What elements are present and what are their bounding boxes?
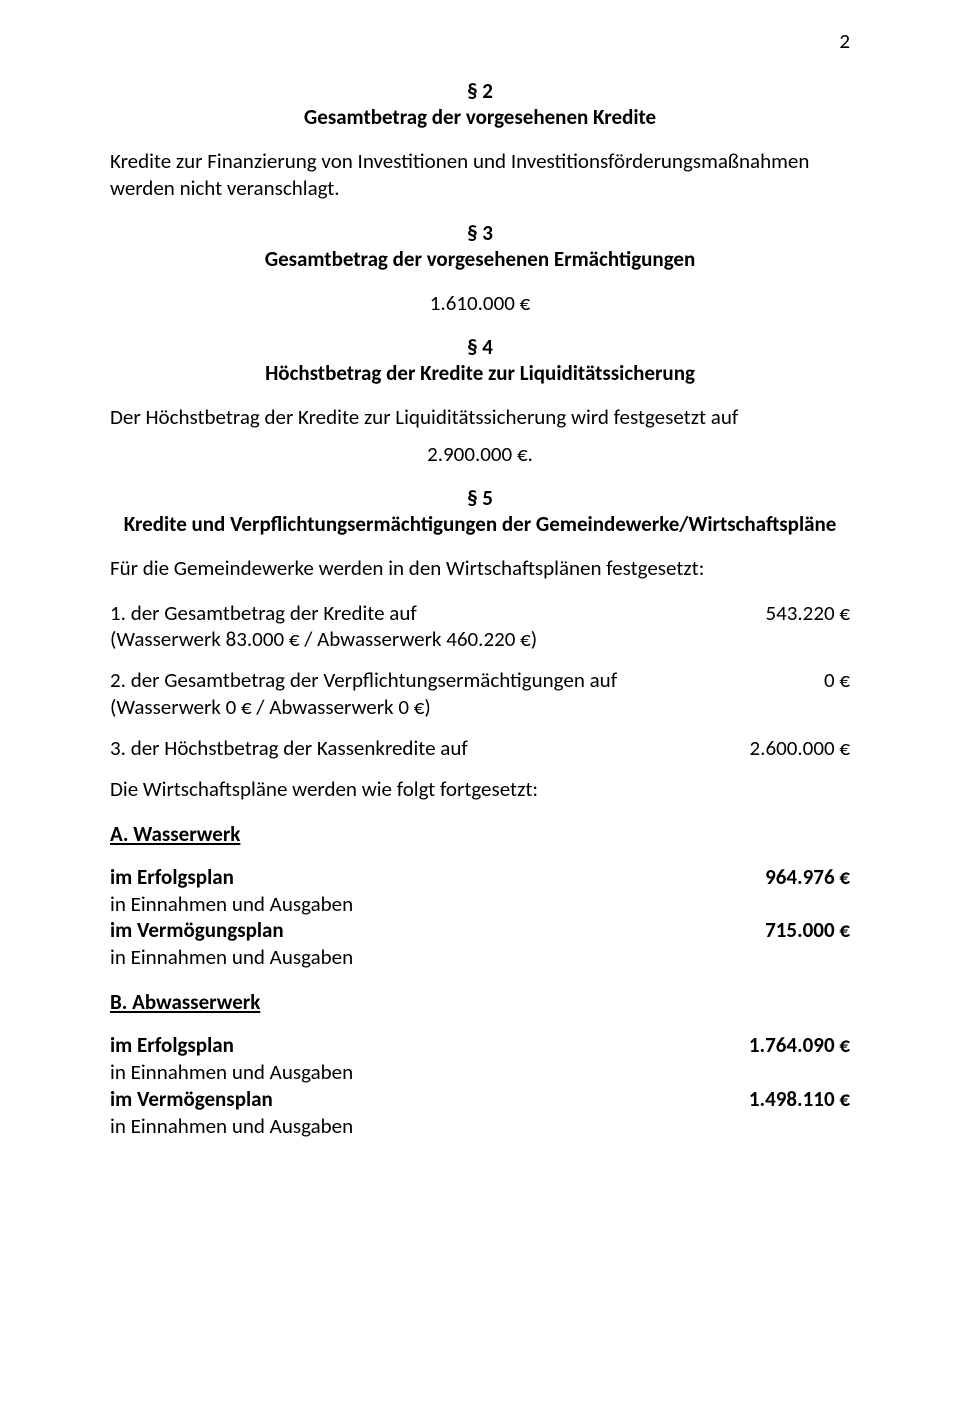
section-5-continuation: Die Wirtschaftspläne werden wie folgt fo…	[110, 776, 850, 803]
page: 2 § 2 Gesamtbetrag der vorgesehenen Kred…	[0, 0, 960, 1402]
row-value: 715.000 €	[765, 917, 850, 944]
section-5-intro: Für die Gemeindewerke werden in den Wirt…	[110, 555, 850, 582]
abwasserwerk-block: im Erfolgsplan 1.764.090 € in Einnahmen …	[110, 1032, 850, 1140]
section-4-number: § 4	[110, 334, 850, 360]
row-label: in Einnahmen und Ausgaben	[110, 1113, 850, 1140]
item-label: 3. der Höchstbetrag der Kassenkredite au…	[110, 735, 750, 762]
page-number: 2	[839, 28, 850, 54]
item-sub: (Wasserwerk 0 € / Abwasserwerk 0 €)	[110, 694, 850, 721]
section-3-value: 1.610.000 €	[110, 290, 850, 316]
abwasserwerk-heading: B. Abwasserwerk	[110, 989, 850, 1016]
row-label: im Erfolgsplan	[110, 1032, 749, 1059]
row-label: im Vermögensplan	[110, 1086, 749, 1113]
section-3-title: Gesamtbetrag der vorgesehenen Ermächtigu…	[110, 246, 850, 272]
item-value: 2.600.000 €	[750, 735, 851, 762]
section-5-item-3: 3. der Höchstbetrag der Kassenkredite au…	[110, 735, 850, 762]
row-value: 964.976 €	[765, 864, 850, 891]
section-2-title: Gesamtbetrag der vorgesehenen Kredite	[110, 104, 850, 130]
section-5-title: Kredite und Verpflichtungsermächtigungen…	[110, 511, 850, 537]
section-5-number: § 5	[110, 485, 850, 511]
item-value: 0 €	[824, 667, 850, 694]
section-3-number: § 3	[110, 220, 850, 246]
item-value: 543.220 €	[765, 600, 850, 627]
item-label: 1. der Gesamtbetrag der Kredite auf	[110, 600, 765, 627]
wasserwerk-heading: A. Wasserwerk	[110, 821, 850, 848]
row-label: in Einnahmen und Ausgaben	[110, 891, 850, 918]
row-value: 1.498.110 €	[749, 1086, 850, 1113]
item-sub: (Wasserwerk 83.000 € / Abwasserwerk 460.…	[110, 626, 850, 653]
section-5-item-2: 2. der Gesamtbetrag der Verpflichtungser…	[110, 667, 850, 721]
section-2-number: § 2	[110, 78, 850, 104]
row-value: 1.764.090 €	[749, 1032, 850, 1059]
row-label: im Erfolgsplan	[110, 864, 765, 891]
section-4-title: Höchstbetrag der Kredite zur Liquiditäts…	[110, 360, 850, 386]
section-4-value: 2.900.000 €.	[110, 441, 850, 467]
row-label: im Vermögungsplan	[110, 917, 765, 944]
section-5-item-1: 1. der Gesamtbetrag der Kredite auf 543.…	[110, 600, 850, 654]
row-label: in Einnahmen und Ausgaben	[110, 944, 850, 971]
row-label: in Einnahmen und Ausgaben	[110, 1059, 850, 1086]
item-label: 2. der Gesamtbetrag der Verpflichtungser…	[110, 667, 824, 694]
section-2-text: Kredite zur Finanzierung von Investition…	[110, 148, 850, 202]
wasserwerk-block: im Erfolgsplan 964.976 € in Einnahmen un…	[110, 864, 850, 972]
section-4-text: Der Höchstbetrag der Kredite zur Liquidi…	[110, 404, 850, 431]
